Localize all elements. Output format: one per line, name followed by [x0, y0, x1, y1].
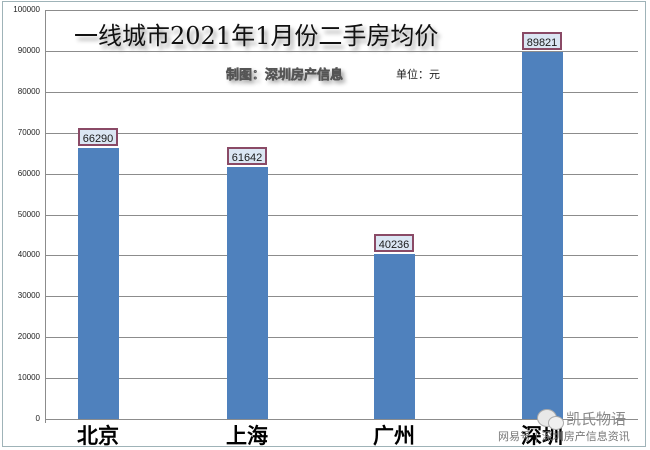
gridline [45, 419, 638, 420]
gridline [45, 50, 638, 52]
unit-label: 单位：元 [396, 68, 440, 81]
x-category-label: 广州 [373, 424, 415, 448]
x-category-label: 北京 [77, 424, 119, 448]
bar [78, 147, 119, 419]
watermark-source: 网易号 | 深圳房产信息资讯 [498, 430, 630, 443]
gridline [45, 296, 638, 298]
y-tick-label: 100000 [13, 5, 40, 14]
y-tick-label: 80000 [17, 86, 40, 96]
wechat-icon-small [548, 416, 564, 430]
gridline [45, 173, 638, 175]
chart-subtitle: 制图：深圳房产信息 [226, 68, 344, 84]
y-tick-label: 30000 [17, 291, 40, 301]
data-label: 40236 [374, 234, 414, 253]
bar [522, 51, 563, 419]
x-category-label: 上海 [226, 424, 268, 448]
y-tick-label: 70000 [17, 127, 40, 137]
y-tick-label: 90000 [17, 45, 40, 55]
gridline [45, 378, 638, 380]
watermark-author: 凯氏物语 [566, 410, 627, 428]
gridline [45, 214, 638, 216]
data-label: 61642 [227, 146, 267, 165]
bar [227, 166, 268, 419]
y-tick-label: 40000 [17, 250, 40, 260]
gridline [45, 132, 638, 134]
y-tick-label: 0 [35, 414, 40, 423]
y-tick-label: 50000 [17, 209, 40, 219]
y-tick-label: 20000 [17, 332, 40, 342]
data-label: 66290 [78, 127, 118, 146]
y-axis-line [45, 10, 46, 423]
y-tick-label: 10000 [17, 373, 40, 383]
y-tick-label: 60000 [17, 168, 40, 178]
gridline [45, 255, 638, 257]
gridline [45, 10, 638, 11]
gridline [45, 91, 638, 93]
bar [374, 254, 415, 419]
plot-area [45, 10, 638, 420]
gridline [45, 337, 638, 339]
chart-title: 一线城市2021年1月份二手房均价 [74, 22, 439, 50]
data-label: 89821 [522, 31, 562, 50]
